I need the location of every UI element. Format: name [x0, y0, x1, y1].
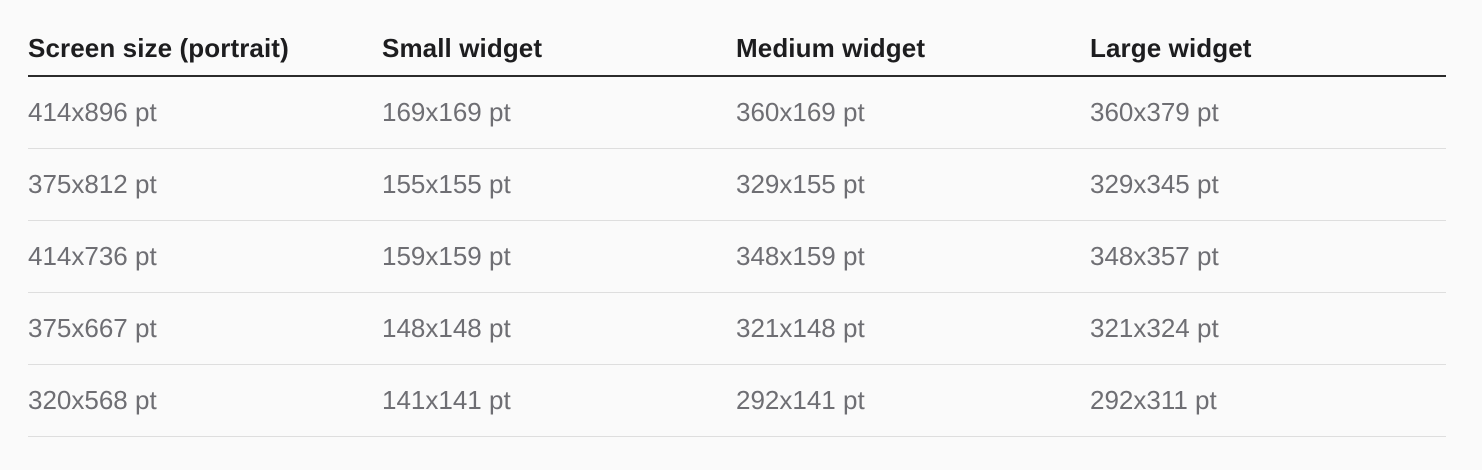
- cell-screen-size: 414x736 pt: [28, 220, 382, 293]
- cell-screen-size: 375x812 pt: [28, 148, 382, 221]
- header-small-widget: Small widget: [382, 22, 736, 77]
- cell-large-widget: 360x379 pt: [1090, 76, 1446, 149]
- header-medium-widget: Medium widget: [736, 22, 1090, 77]
- cell-medium-widget: 321x148 pt: [736, 292, 1090, 365]
- cell-small-widget: 141x141 pt: [382, 364, 736, 437]
- header-screen-size: Screen size (portrait): [28, 22, 382, 77]
- widget-size-table: Screen size (portrait) Small widget Medi…: [28, 22, 1446, 437]
- cell-large-widget: 329x345 pt: [1090, 148, 1446, 221]
- table-body: 414x896 pt 169x169 pt 360x169 pt 360x379…: [28, 76, 1446, 437]
- cell-screen-size: 414x896 pt: [28, 76, 382, 149]
- cell-medium-widget: 360x169 pt: [736, 76, 1090, 149]
- header-row: Screen size (portrait) Small widget Medi…: [28, 22, 1446, 77]
- table-row: 414x896 pt 169x169 pt 360x169 pt 360x379…: [28, 76, 1446, 149]
- table-row: 375x812 pt 155x155 pt 329x155 pt 329x345…: [28, 148, 1446, 221]
- cell-medium-widget: 329x155 pt: [736, 148, 1090, 221]
- cell-screen-size: 320x568 pt: [28, 364, 382, 437]
- table-header: Screen size (portrait) Small widget Medi…: [28, 22, 1446, 77]
- table-row: 320x568 pt 141x141 pt 292x141 pt 292x311…: [28, 364, 1446, 437]
- table-row: 375x667 pt 148x148 pt 321x148 pt 321x324…: [28, 292, 1446, 365]
- cell-screen-size: 375x667 pt: [28, 292, 382, 365]
- cell-large-widget: 321x324 pt: [1090, 292, 1446, 365]
- cell-large-widget: 348x357 pt: [1090, 220, 1446, 293]
- header-large-widget: Large widget: [1090, 22, 1446, 77]
- cell-large-widget: 292x311 pt: [1090, 364, 1446, 437]
- cell-medium-widget: 292x141 pt: [736, 364, 1090, 437]
- cell-small-widget: 148x148 pt: [382, 292, 736, 365]
- cell-small-widget: 169x169 pt: [382, 76, 736, 149]
- table-row: 414x736 pt 159x159 pt 348x159 pt 348x357…: [28, 220, 1446, 293]
- cell-medium-widget: 348x159 pt: [736, 220, 1090, 293]
- cell-small-widget: 155x155 pt: [382, 148, 736, 221]
- cell-small-widget: 159x159 pt: [382, 220, 736, 293]
